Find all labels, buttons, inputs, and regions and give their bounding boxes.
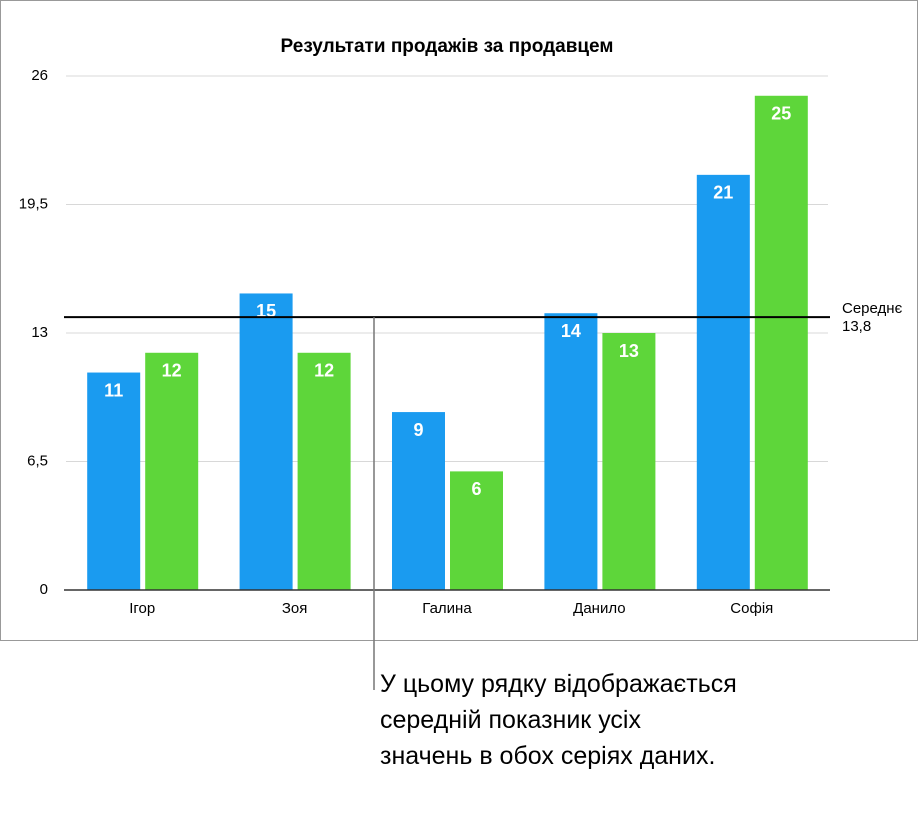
average-label: Середнє: [842, 300, 903, 317]
x-tick-label: Ігор: [129, 600, 155, 617]
bar: [602, 333, 656, 590]
y-tick-label: 26: [31, 67, 48, 84]
value-label: 21: [713, 183, 733, 203]
x-tick-label: Зоя: [282, 600, 308, 617]
value-label: 13: [619, 341, 639, 361]
value-label: 6: [471, 479, 481, 499]
value-label: 25: [771, 104, 791, 124]
bar: [696, 174, 750, 590]
y-tick-label: 6,5: [27, 452, 48, 469]
value-label: 12: [162, 361, 182, 381]
value-label: 15: [256, 301, 276, 321]
bar: [145, 352, 199, 590]
callout-text: У цьому рядку відображається середній по…: [380, 670, 737, 770]
bar: [754, 95, 808, 591]
chart-title: Результати продажів за продавцем: [281, 36, 614, 57]
value-label: 9: [413, 420, 423, 440]
y-tick-label: 0: [40, 581, 48, 598]
bar: [239, 293, 293, 590]
x-tick-label: Данило: [573, 600, 625, 617]
bar: [392, 412, 445, 590]
x-tick-label: Галина: [422, 600, 472, 617]
value-label: 12: [314, 361, 334, 381]
chart-frame: [0, 0, 918, 641]
x-tick-label: Софія: [730, 600, 773, 617]
y-tick-label: 13: [31, 324, 48, 341]
average-value-label: 13,8: [842, 318, 871, 335]
bar: [87, 372, 141, 590]
y-tick-label: 19,5: [19, 195, 48, 212]
value-label: 14: [561, 321, 581, 341]
value-label: 11: [104, 380, 123, 400]
bar: [544, 313, 598, 590]
bar: [450, 471, 503, 590]
bar: [297, 352, 351, 590]
